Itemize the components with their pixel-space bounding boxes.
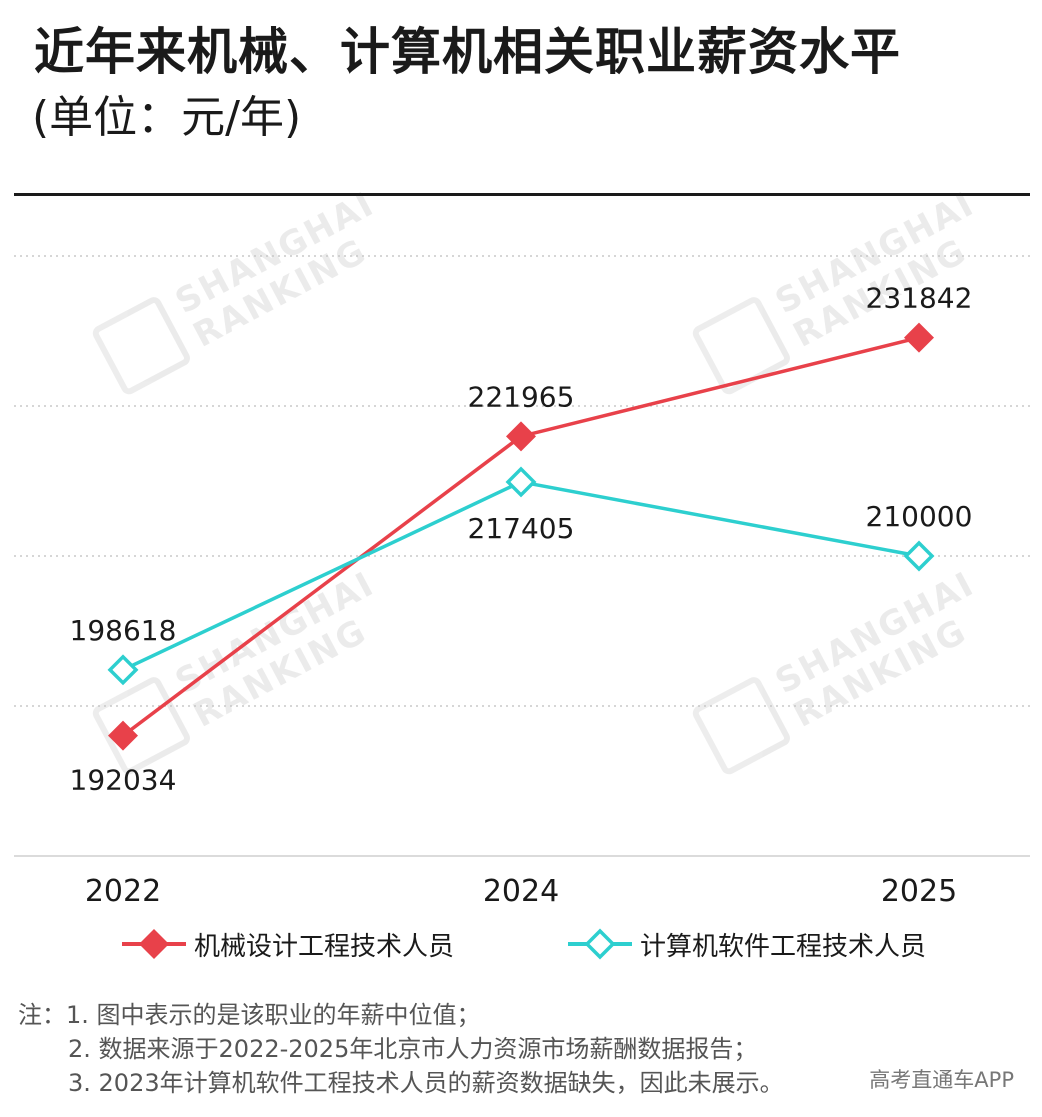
legend-swatch-mechanical [122, 929, 186, 959]
footnote-line: 注：1. 图中表示的是该职业的年薪中位值； [18, 1001, 481, 1029]
data-point-software [903, 540, 935, 572]
data-point-software [505, 466, 537, 498]
legend-swatch-software [568, 928, 632, 960]
x-tick-label: 2025 [881, 874, 957, 909]
data-point-mechanical [506, 421, 536, 452]
data-label: 198618 [70, 614, 177, 647]
line-chart: 2022 2024 2025 192034 221965 231842 198618 2174… [14, 255, 1030, 909]
source-credit: 高考直通车APP [869, 1068, 1014, 1092]
data-label: 210000 [866, 500, 973, 533]
data-label: 221965 [468, 380, 575, 413]
footnotes: 注：1. 图中表示的是该职业的年薪中位值； 2. 数据来源于2022-2025年… [18, 998, 784, 1100]
x-tick-label: 2024 [483, 874, 559, 909]
legend-label: 计算机软件工程技术人员 [640, 931, 927, 962]
title-divider [14, 193, 1030, 196]
x-tick-label: 2022 [85, 874, 161, 909]
data-point-mechanical [904, 322, 934, 353]
chart-subtitle: (单位：元/年) [32, 92, 302, 143]
footnote-line: 2. 数据来源于2022-2025年北京市人力资源市场薪酬数据报告； [68, 1035, 758, 1063]
legend-label: 机械设计工程技术人员 [194, 931, 455, 962]
series-line-software [122, 480, 920, 672]
data-label: 231842 [866, 282, 973, 315]
legend-item-mechanical: 机械设计工程技术人员 [122, 920, 454, 968]
data-point-mechanical [108, 720, 138, 751]
data-label: 192034 [70, 764, 177, 797]
chart-legend: 机械设计工程技术人员 计算机软件工程技术人员 [0, 920, 1042, 968]
footnote-line: 3. 2023年计算机软件工程技术人员的薪资数据缺失，因此未展示。 [68, 1069, 784, 1097]
legend-item-software: 计算机软件工程技术人员 [568, 920, 926, 968]
data-point-software [107, 654, 139, 686]
data-label: 217405 [468, 512, 575, 545]
chart-title: 近年来机械、计算机相关职业薪资水平 [34, 23, 901, 81]
